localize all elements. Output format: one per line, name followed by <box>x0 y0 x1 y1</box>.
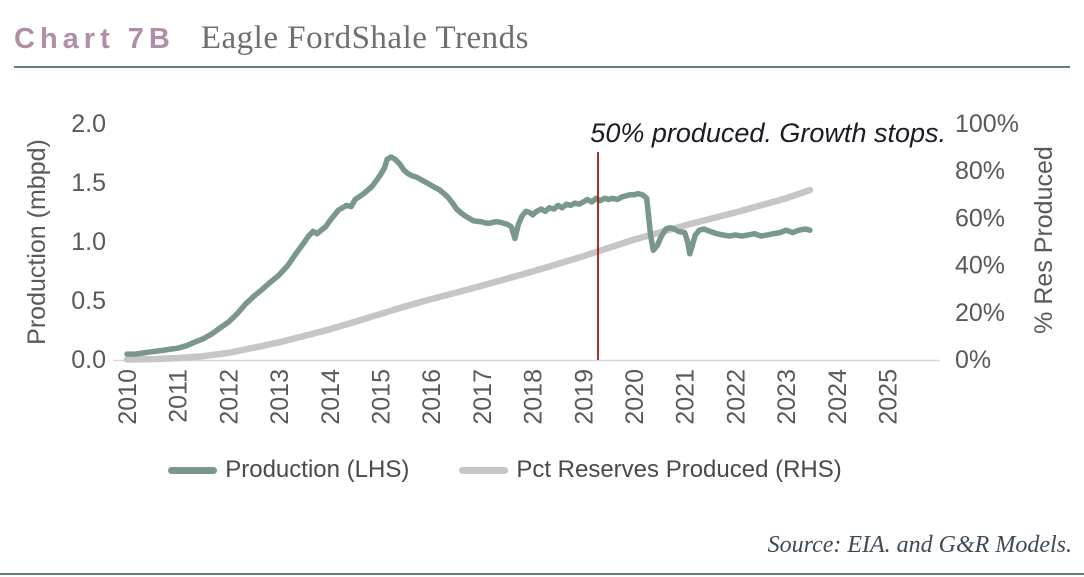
right-axis-tick-label: 0% <box>955 346 991 374</box>
left-axis-title: Production (mbpd) <box>23 139 51 345</box>
left-axis-tick-label: 2.0 <box>71 110 106 138</box>
chart-header: Chart 7B Eagle FordShale Trends <box>14 20 529 57</box>
x-axis-tick-label: 2020 <box>621 369 649 425</box>
x-axis-tick-label: 2014 <box>317 369 345 425</box>
x-axis-tick-label: 2015 <box>368 369 396 425</box>
left-axis-tick-label: 1.5 <box>71 169 106 197</box>
right-axis-tick-label: 40% <box>955 252 1005 280</box>
production-line-swatch <box>168 466 218 474</box>
x-axis-tick-label: 2021 <box>672 369 700 425</box>
legend-item-reserves: Pct Reserves Produced (RHS) <box>459 456 842 484</box>
reserves-line <box>123 186 814 363</box>
right-axis-tick-label: 80% <box>955 157 1005 185</box>
right-axis-tick-label: 60% <box>955 204 1005 232</box>
x-axis-tick-label: 2010 <box>114 369 142 425</box>
x-axis-tick-label: 2013 <box>266 369 294 425</box>
legend: Production (LHS) Pct Reserves Produced (… <box>0 456 1010 484</box>
right-axis-tick-label: 100% <box>955 110 1019 138</box>
x-axis-tick-label: 2016 <box>418 369 446 425</box>
left-axis-tick-label: 0.5 <box>71 287 106 315</box>
legend-item-production: Production (LHS) <box>168 456 409 484</box>
legend-label-production: Production (LHS) <box>225 456 410 483</box>
x-axis-tick-label: 2018 <box>520 369 548 425</box>
legend-label-reserves: Pct Reserves Produced (RHS) <box>516 456 842 483</box>
right-axis-title: % Res Produced <box>1030 146 1058 334</box>
x-axis-tick-label: 2024 <box>824 369 852 425</box>
x-axis-tick-label: 2011 <box>165 369 193 423</box>
chart-number-label: Chart 7B <box>14 23 175 55</box>
annotation-text: 50% produced. Growth stops. <box>590 118 946 148</box>
chart-title: Eagle FordShale Trends <box>200 20 530 56</box>
left-axis-tick-label: 0.0 <box>71 346 106 374</box>
x-axis-tick-label: 2017 <box>469 369 497 425</box>
x-axis-tick-label: 2025 <box>875 369 903 425</box>
x-axis-tick-label: 2012 <box>215 369 243 425</box>
x-axis-tick-label: 2023 <box>773 369 801 425</box>
title-divider-rule <box>14 66 1070 68</box>
reserves-line-swatch <box>459 466 509 474</box>
source-note: Source: EIA. and G&R Models. <box>767 532 1072 558</box>
right-axis-tick-label: 20% <box>955 299 1005 327</box>
production-line <box>124 154 813 357</box>
bottom-border-rule <box>0 573 1084 575</box>
chart-canvas: 0.0 0.5 1.0 1.5 2.0 0% 20% 40% 60% 80% 100% 2010 201… <box>23 110 1058 425</box>
x-axis-tick-label: 2019 <box>570 369 598 425</box>
left-axis-tick-label: 1.0 <box>71 228 106 256</box>
x-axis-tick-label: 2022 <box>722 369 750 425</box>
